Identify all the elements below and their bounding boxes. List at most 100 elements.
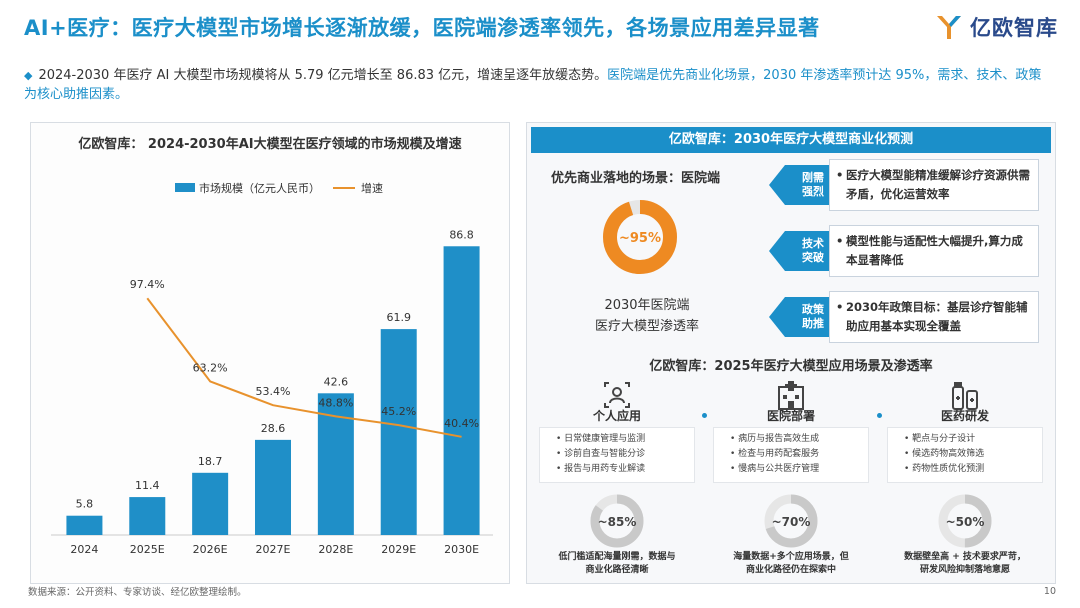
- brand-logo-text: 亿欧智库: [970, 16, 1058, 40]
- bar-2025E: [129, 497, 166, 535]
- scene-bullet: • 日常健康管理与监测: [556, 434, 646, 444]
- driver-policy: 政策 助推 • 2030年政策目标：基层诊疗智能辅助应用基本实现全覆盖: [769, 291, 1039, 343]
- bar-value-label: 86.8: [449, 228, 474, 241]
- separator-dot: [877, 413, 882, 418]
- scene-bullet: • 诊前自查与智能分诊: [556, 449, 646, 459]
- scene-bullet: • 候选药物高效筛选: [904, 449, 985, 459]
- growth-rate-label: 45.2%: [381, 405, 416, 418]
- scene-bullets: • 病历与报告高效生成 • 检查与用药配套服务 • 慢病与公共医疗管理: [713, 427, 869, 483]
- separator-dot: [702, 413, 707, 418]
- market-chart: 市场规模（亿元人民币） 增速 5.8 11.4 18.7 28.6 42.6 61.9 86…: [51, 181, 493, 556]
- ring-fill: [603, 200, 677, 274]
- driver-tag-line2: 突破: [802, 251, 824, 264]
- bar-value-label: 11.4: [135, 479, 160, 492]
- scene-label: 医院部署: [766, 409, 815, 423]
- page-title: AI+医疗：医疗大模型市场增长逐渐放缓，医院端渗透率领先，各场景应用差异显著: [24, 16, 820, 40]
- brand-logo: 亿欧智库: [934, 12, 1058, 42]
- bar-value-label: 18.7: [198, 455, 223, 468]
- x-tick-label: 2029E: [381, 543, 416, 556]
- x-tick-label: 2027E: [256, 543, 291, 556]
- ring-value-label: ~85%: [598, 515, 637, 529]
- ring-value-label: ~70%: [772, 515, 811, 529]
- bar-value-label: 61.9: [386, 311, 411, 324]
- driver-text: 模型性能与适配性大幅提升,算力成本显著降低: [846, 234, 1023, 267]
- x-tick-label: 2030E: [444, 543, 479, 556]
- priority-scene-label: 优先商业落地的场景：医院端: [551, 171, 721, 186]
- bar-value-label: 42.6: [324, 375, 349, 388]
- legend-bar-swatch: [175, 183, 195, 192]
- growth-rate-label: 63.2%: [193, 361, 228, 374]
- x-tick-label: 2025E: [130, 543, 165, 556]
- scene-bullets: • 日常健康管理与监测 • 诊前自查与智能分诊 • 报告与用药专业解读: [539, 427, 695, 483]
- bar-2027E: [255, 439, 291, 535]
- x-tick-label: 2028E: [318, 543, 353, 556]
- hospital-icon: [778, 381, 804, 410]
- bullet-icon: •: [836, 234, 844, 248]
- driver-box: • 医疗大模型能精准缓解诊疗资源供需矛盾，优化运营效率: [829, 159, 1039, 211]
- x-tick-label: 2026E: [193, 543, 228, 556]
- scene-caption: 海量数据+多个应用场景，但 商业化路径仍在探索中: [713, 551, 869, 577]
- ring-value-label: ~95%: [619, 231, 661, 246]
- bullet-icon: •: [836, 168, 844, 182]
- driver-tag: 技术 突破: [769, 231, 839, 271]
- scene-penetration-ring: ~70%: [764, 494, 818, 548]
- summary-text: ◆ 2024-2030 年医疗 AI 大模型市场规模将从 5.79 亿元增长至 8…: [24, 66, 1054, 104]
- growth-rate-label: 48.8%: [318, 396, 353, 409]
- bar-2024: [66, 515, 103, 535]
- driver-tag: 刚需 强烈: [769, 165, 839, 205]
- scene-caption: 数据壁垒高 + 技术要求严苛， 研发风险抑制落地意愿: [887, 551, 1043, 577]
- driver-tag-line2: 助推: [802, 317, 824, 330]
- x-tick-label: 2024: [70, 543, 98, 556]
- ring-caption-line1: 2030年医院端: [604, 298, 690, 313]
- driver-tag: 政策 助推: [769, 297, 839, 337]
- medicine-icon: [952, 382, 978, 410]
- growth-rate-label: 97.4%: [130, 278, 165, 291]
- hospital-penetration-ring: ~95%: [603, 200, 677, 274]
- bar-2030E: [443, 246, 480, 535]
- driver-text: 2030年政策目标：基层诊疗智能辅助应用基本实现全覆盖: [846, 300, 1028, 333]
- driver-technology: 技术 突破 • 模型性能与适配性大幅提升,算力成本显著降低: [769, 225, 1039, 277]
- legend-line-label: 增速: [361, 181, 383, 195]
- diamond-bullet-icon: ◆: [24, 69, 33, 82]
- ring-value-label: ~50%: [946, 515, 985, 529]
- scene-bullet: • 报告与用药专业解读: [556, 464, 646, 474]
- bar-value-label: 5.8: [76, 498, 94, 511]
- bar-2026E: [192, 472, 229, 535]
- driver-tag-line2: 强烈: [802, 185, 824, 198]
- driver-text: 医疗大模型能精准缓解诊疗资源供需矛盾，优化运营效率: [846, 168, 1030, 201]
- scene-bullet: • 慢病与公共医疗管理: [730, 464, 820, 474]
- forecast-panel: 亿欧智库：2030年医疗大模型商业化预测 优先商业落地的场景：医院端 ~95% …: [526, 122, 1056, 584]
- market-chart-panel: 亿欧智库： 2024-2030年AI大模型在医疗领域的市场规模及增速 市场规模（…: [30, 122, 510, 584]
- scene-bullet: • 病历与报告高效生成: [730, 434, 820, 444]
- bullet-icon: •: [836, 300, 844, 314]
- data-source-note: 数据来源：公开资料、专家访谈、经亿欧整理绘制。: [28, 587, 247, 598]
- ring-caption: 2030年医院端 医疗大模型渗透率: [567, 295, 727, 337]
- bar-value-label: 28.6: [261, 422, 286, 435]
- scene-bullet: • 检查与用药配套服务: [730, 449, 820, 459]
- scene-caption-line2: 商业化路径清晰: [585, 565, 649, 575]
- growth-rate-label: 53.4%: [256, 385, 291, 398]
- ring-fill: [938, 494, 992, 548]
- scene-caption-line2: 研发风险抑制落地意愿: [919, 565, 1010, 575]
- driver-tag-line1: 技术: [802, 237, 824, 250]
- brand-logo-icon: [937, 16, 961, 39]
- summary-highlight: 医院端是优先商业化场景，2030 年渗透率预计达 95%，需求、技术、政策为核心…: [24, 68, 1042, 102]
- driver-box: • 2030年政策目标：基层诊疗智能辅助应用基本实现全覆盖: [829, 291, 1039, 343]
- driver-tag-line1: 刚需: [802, 171, 824, 184]
- ring-fill: [764, 494, 818, 548]
- growth-rate-label: 40.4%: [444, 417, 479, 430]
- scene-label: 医药研发: [940, 409, 989, 423]
- driver-box: • 模型性能与适配性大幅提升,算力成本显著降低: [829, 225, 1039, 277]
- driver-tag-line1: 政策: [802, 303, 824, 316]
- scene-penetration-ring: ~50%: [938, 494, 992, 548]
- growth-rate-line: [146, 297, 462, 438]
- driver-demand: 刚需 强烈 • 医疗大模型能精准缓解诊疗资源供需矛盾，优化运营效率: [769, 159, 1039, 211]
- scene-caption-line2: 商业化路径仍在探索中: [745, 565, 836, 575]
- ring-fill: [590, 494, 644, 548]
- page-number: 10: [1043, 586, 1056, 597]
- forecast-header: 亿欧智库：2030年医疗大模型商业化预测: [531, 127, 1051, 153]
- scene-label: 个人应用: [592, 409, 641, 423]
- chart-legend: 市场规模（亿元人民币） 增速: [175, 181, 383, 195]
- scene-caption-line1: 数据壁垒高 + 技术要求严苛，: [904, 552, 1026, 562]
- scene-penetration-ring: ~85%: [590, 494, 644, 548]
